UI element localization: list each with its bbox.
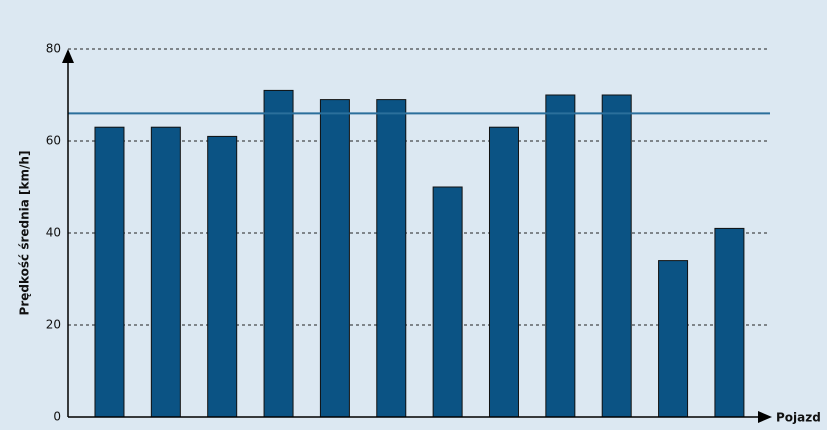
bar: [376, 99, 407, 418]
bar: [319, 99, 350, 418]
bar: [601, 94, 632, 418]
y-tick-label: 0: [53, 410, 61, 424]
bar: [488, 126, 519, 418]
bar: [94, 126, 125, 418]
bar: [658, 260, 689, 418]
y-tick-label: 80: [46, 42, 61, 56]
y-tick-label: 20: [46, 318, 61, 332]
y-tick-label: 60: [46, 134, 61, 148]
y-tick-label: 40: [46, 226, 61, 240]
y-axis-title: Prędkość średnia [km/h]: [18, 151, 32, 316]
x-axis-title: Pojazd: [776, 411, 821, 425]
bar: [432, 186, 463, 418]
x-axis-arrow: [758, 411, 772, 423]
y-axis-arrow: [62, 49, 74, 63]
bar: [207, 135, 238, 418]
bar: [263, 89, 294, 418]
bar: [714, 227, 745, 418]
bar: [150, 126, 181, 418]
bar: [545, 94, 576, 418]
